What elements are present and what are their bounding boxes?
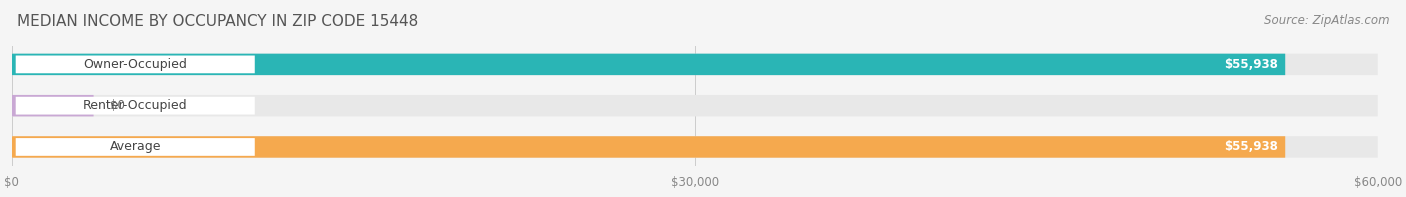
FancyBboxPatch shape: [15, 56, 254, 73]
Text: Average: Average: [110, 140, 160, 153]
Text: Owner-Occupied: Owner-Occupied: [83, 58, 187, 71]
Text: $0: $0: [110, 99, 125, 112]
Text: MEDIAN INCOME BY OCCUPANCY IN ZIP CODE 15448: MEDIAN INCOME BY OCCUPANCY IN ZIP CODE 1…: [17, 14, 418, 29]
FancyBboxPatch shape: [11, 95, 94, 116]
FancyBboxPatch shape: [11, 136, 1285, 158]
FancyBboxPatch shape: [15, 138, 254, 156]
FancyBboxPatch shape: [11, 136, 1378, 158]
Text: $55,938: $55,938: [1225, 140, 1278, 153]
FancyBboxPatch shape: [11, 95, 1378, 116]
Text: Renter-Occupied: Renter-Occupied: [83, 99, 187, 112]
FancyBboxPatch shape: [11, 54, 1378, 75]
Text: Source: ZipAtlas.com: Source: ZipAtlas.com: [1264, 14, 1389, 27]
Text: $55,938: $55,938: [1225, 58, 1278, 71]
FancyBboxPatch shape: [11, 54, 1285, 75]
FancyBboxPatch shape: [15, 97, 254, 114]
